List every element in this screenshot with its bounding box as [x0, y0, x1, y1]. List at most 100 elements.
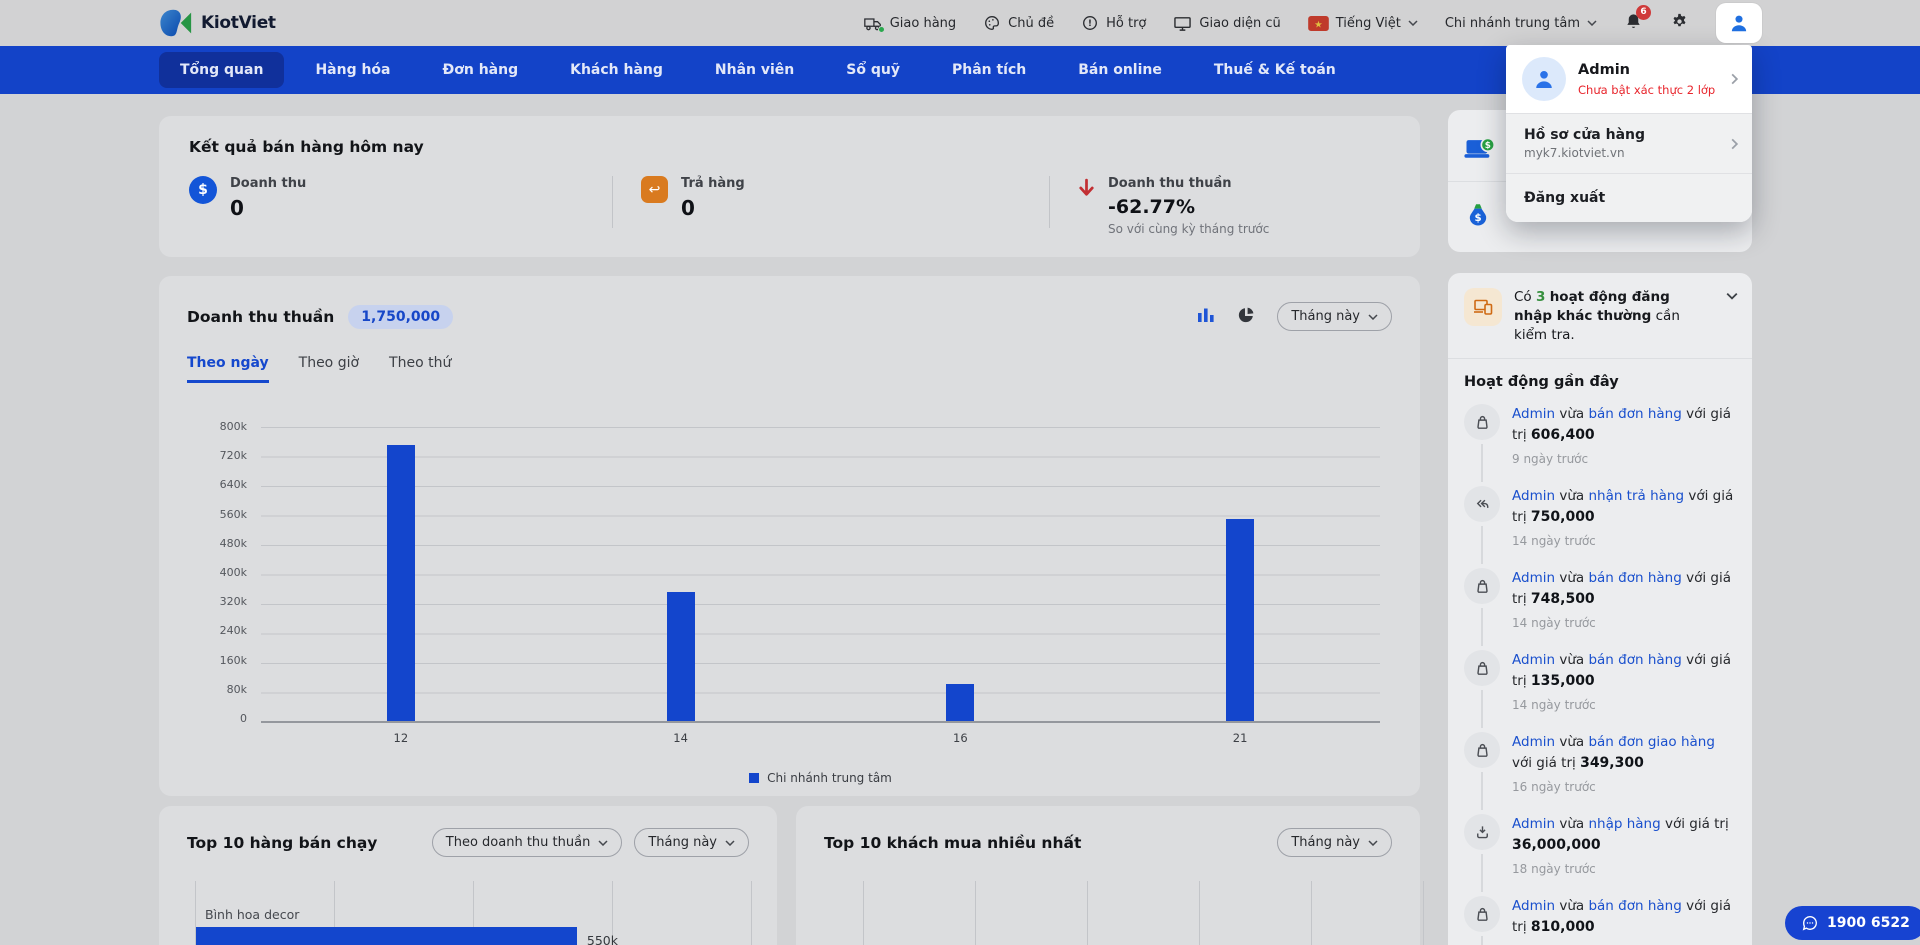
activity-text: Admin vừa bán đơn hàng với giá trị 748,5…	[1512, 568, 1738, 650]
activity-item: Admin vừa bán đơn hàng với giá trị 135,0…	[1464, 650, 1738, 732]
chevron-down-icon	[1368, 839, 1378, 846]
hotline-number: 1900 6522	[1827, 915, 1910, 931]
activity-timeline: Admin vừa bán đơn hàng với giá trị 606,4…	[1448, 402, 1752, 945]
chevron-down-icon	[1587, 20, 1597, 26]
chart-bar[interactable]	[1226, 518, 1255, 721]
activity-action-link[interactable]: bán đơn hàng	[1588, 898, 1682, 914]
timeline-connector	[1481, 526, 1483, 564]
activity-value: 810,000	[1530, 919, 1595, 935]
return-icon	[1464, 486, 1500, 522]
brand-name: KiotViet	[201, 13, 276, 33]
activity-action-link[interactable]: nhập hàng	[1588, 816, 1661, 832]
chart-bar[interactable]	[946, 684, 975, 721]
activity-user-link[interactable]: Admin	[1512, 652, 1556, 668]
svg-text:$: $	[1485, 141, 1491, 151]
revenue-period-select[interactable]: Tháng này	[1277, 302, 1392, 331]
login-alert[interactable]: Có 3 hoạt động đăng nhập khác thường cần…	[1448, 273, 1752, 358]
user-menu-account[interactable]: Admin Chưa bật xác thực 2 lớp	[1506, 45, 1752, 113]
nav-khach-hang[interactable]: Khách hàng	[570, 62, 663, 78]
settings-button[interactable]	[1670, 12, 1689, 35]
support-hotline-button[interactable]: 1900 6522	[1785, 906, 1920, 940]
nav-tong-quan[interactable]: Tổng quan	[159, 52, 285, 88]
menu-ho-tro[interactable]: ! Hỗ trợ	[1081, 14, 1146, 32]
divider	[1506, 113, 1752, 114]
nav-phan-tich[interactable]: Phân tích	[951, 62, 1027, 78]
user-menu-store-profile[interactable]: Hồ sơ cửa hàng myk7.kiotviet.vn	[1506, 114, 1752, 173]
menu-giao-dien-cu[interactable]: Giao diện cũ	[1173, 15, 1281, 32]
activity-time: 16 ngày trước	[1512, 780, 1596, 794]
language-selector[interactable]: ★ Tiếng Việt	[1307, 15, 1418, 31]
menu-chu-de[interactable]: Chủ đề	[983, 14, 1054, 32]
tab-theo-gio[interactable]: Theo giờ	[298, 355, 360, 371]
user-icon	[1536, 70, 1552, 88]
nav-hang-hoa[interactable]: Hàng hóa	[315, 62, 391, 78]
kiotviet-logo-icon	[160, 9, 192, 37]
pie-chart-icon	[1239, 307, 1254, 322]
chart-bar[interactable]	[666, 592, 695, 721]
divider	[1448, 358, 1752, 359]
metric-label: Trả hàng	[681, 176, 745, 191]
activity-user-link[interactable]: Admin	[1512, 406, 1556, 422]
user-menu-logout[interactable]: Đăng xuất	[1506, 174, 1752, 222]
metric-doanh-thu-thuan: Doanh thu thuần -62.77% So với cùng kỳ t…	[1078, 176, 1269, 236]
activity-action-link[interactable]: nhận trả hàng	[1588, 488, 1685, 504]
menu-giao-hang[interactable]: Giao hàng	[863, 15, 956, 33]
activity-item: Admin vừa nhận trả hàng với giá trị 750,…	[1464, 486, 1738, 568]
bag-icon	[1464, 568, 1500, 604]
divider	[612, 176, 613, 228]
user-menu-button[interactable]	[1716, 3, 1762, 43]
activity-user-link[interactable]: Admin	[1512, 734, 1556, 750]
metric-subtext: So với cùng kỳ tháng trước	[1108, 222, 1270, 236]
shortcut-pos[interactable]: $	[1448, 118, 1752, 181]
svg-text:★: ★	[1314, 19, 1322, 30]
menu-label: Giao diện cũ	[1199, 15, 1281, 31]
activity-action-link[interactable]: bán đơn giao hàng	[1588, 734, 1715, 750]
nav-so-quy[interactable]: Sổ quỹ	[846, 62, 900, 78]
metric-label: Doanh thu thuần	[1108, 176, 1232, 191]
vietnam-flag-icon: ★	[1307, 15, 1329, 31]
activity-user-link[interactable]: Admin	[1512, 488, 1556, 504]
metric-value: 0	[230, 196, 244, 220]
bar-chart-icon	[1198, 308, 1214, 322]
activity-text: Admin vừa nhập hàng với giá trị 36,000,0…	[1512, 814, 1738, 896]
top-products-period-select[interactable]: Tháng này	[634, 828, 749, 857]
activity-item: Admin vừa bán đơn hàng với giá trị 606,4…	[1464, 404, 1738, 486]
timeline-connector	[1481, 854, 1483, 892]
kiotviet-logo[interactable]: KiotViet	[159, 8, 276, 38]
gear-icon	[1673, 13, 1686, 26]
chart-bar[interactable]	[386, 445, 415, 721]
activity-time: 14 ngày trước	[1512, 616, 1596, 630]
svg-text:$: $	[1474, 213, 1481, 224]
chat-icon	[1802, 915, 1817, 931]
top-products-sort-select[interactable]: Theo doanh thu thuần	[431, 828, 623, 857]
notifications-button[interactable]: 6	[1624, 4, 1651, 35]
hbar[interactable]	[196, 927, 577, 945]
nav-nhan-vien[interactable]: Nhân viên	[714, 62, 795, 78]
bag-icon	[1464, 896, 1500, 932]
top-customers-period-select[interactable]: Tháng này	[1277, 828, 1392, 857]
nav-don-hang[interactable]: Đơn hàng	[442, 62, 519, 78]
shortcut-cashbook[interactable]: $	[1448, 182, 1752, 245]
revenue-tabs: Theo ngày Theo giờ Theo thứ	[187, 355, 1392, 383]
nav-ban-online[interactable]: Bán online	[1078, 62, 1162, 78]
activity-user-link[interactable]: Admin	[1512, 570, 1556, 586]
metric-label: Doanh thu	[230, 176, 307, 191]
activity-user-link[interactable]: Admin	[1512, 898, 1556, 914]
main-column: Kết quả bán hàng hôm nay $ Doanh thu 0 ↩…	[159, 94, 1424, 945]
activity-action-link[interactable]: bán đơn hàng	[1588, 652, 1682, 668]
activity-card: Có 3 hoạt động đăng nhập khác thường cần…	[1448, 273, 1752, 945]
branch-selector[interactable]: Chi nhánh trung tâm	[1445, 16, 1597, 31]
activity-time: 14 ngày trước	[1512, 534, 1596, 548]
pie-chart-type-button[interactable]	[1237, 306, 1255, 328]
store-profile-label: Hồ sơ cửa hàng	[1524, 127, 1646, 143]
tab-theo-ngay[interactable]: Theo ngày	[187, 355, 269, 383]
activity-action-link[interactable]: bán đơn hàng	[1588, 570, 1682, 586]
nav-thue-ke-toan[interactable]: Thuế & Kế toán	[1213, 62, 1336, 78]
chevron-right-icon	[1731, 138, 1738, 149]
activity-action-link[interactable]: bán đơn hàng	[1588, 406, 1682, 422]
activity-user-link[interactable]: Admin	[1512, 816, 1556, 832]
chart-plot-area: 800k 720k 640k 560k 480k 400k 320k 240k 160k…	[220, 420, 1380, 725]
tab-theo-thu[interactable]: Theo thứ	[389, 355, 452, 371]
today-card-title: Kết quả bán hàng hôm nay	[189, 138, 424, 156]
bar-chart-type-button[interactable]	[1197, 307, 1215, 327]
